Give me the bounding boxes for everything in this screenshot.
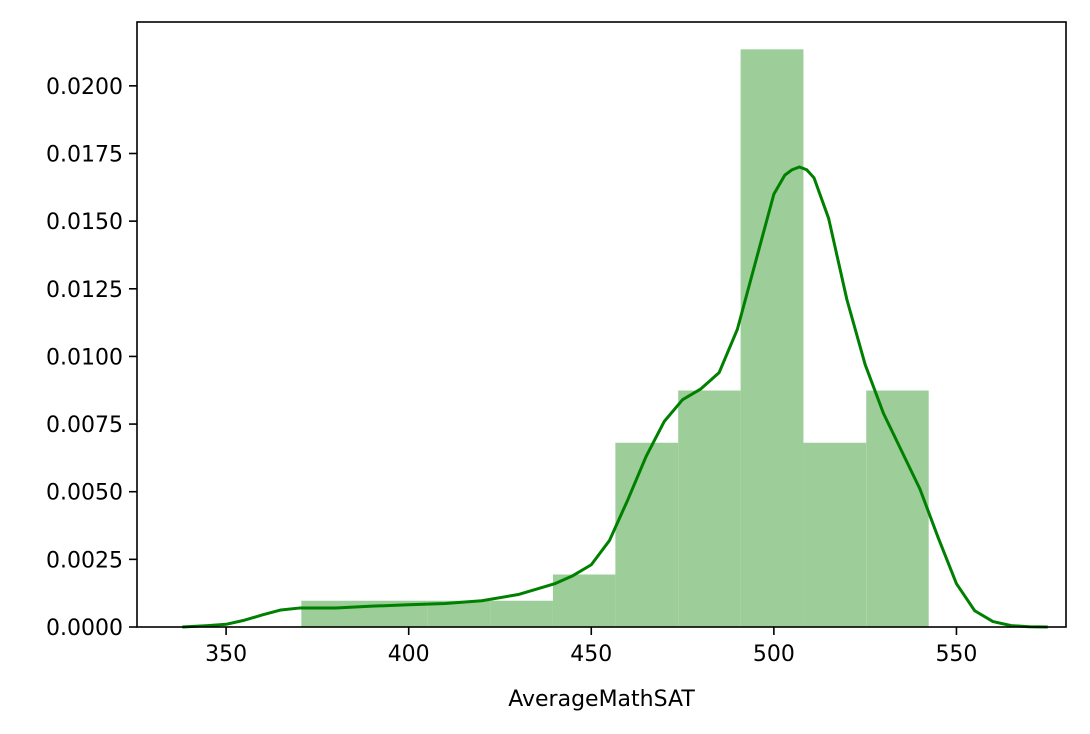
x-tick-label-350: 350 (205, 642, 247, 667)
y-axis-ticks: 0.0000 0.0025 0.0050 0.0075 0.0100 0.0125 0.01… (46, 75, 137, 641)
histogram-bar-9 (803, 442, 867, 627)
histogram-bar-8 (740, 49, 804, 627)
y-tick-label-0.0175: 0.0175 (46, 142, 123, 167)
axes-frame (136, 21, 1067, 628)
histogram-bar-6 (615, 442, 679, 627)
y-tick-label-0.0200: 0.0200 (46, 75, 123, 100)
x-axis-ticks: 350 400 450 500 550 (205, 627, 977, 667)
y-tick-label-0.0000: 0.0000 (46, 616, 123, 641)
x-tick-label-550: 550 (935, 642, 977, 667)
y-tick-label-0.0025: 0.0025 (46, 548, 123, 573)
histogram-bar-10 (866, 390, 929, 627)
y-tick-label-0.0100: 0.0100 (46, 345, 123, 370)
histogram-bars (301, 49, 929, 627)
histogram-bar-5 (552, 574, 616, 627)
x-axis-title: AverageMathSAT (508, 687, 695, 712)
x-tick-label-450: 450 (570, 642, 612, 667)
histogram-bar-7 (678, 390, 741, 627)
histogram-bar-4 (490, 600, 553, 627)
x-tick-label-400: 400 (388, 642, 430, 667)
y-tick-label-0.0050: 0.0050 (46, 481, 123, 506)
y-tick-label-0.0150: 0.0150 (46, 210, 123, 235)
y-tick-label-0.0075: 0.0075 (46, 413, 123, 438)
x-tick-label-500: 500 (753, 642, 795, 667)
y-tick-label-0.0125: 0.0125 (46, 278, 123, 303)
kde-curve (182, 165, 1048, 629)
histogram-bar-1 (301, 600, 365, 627)
